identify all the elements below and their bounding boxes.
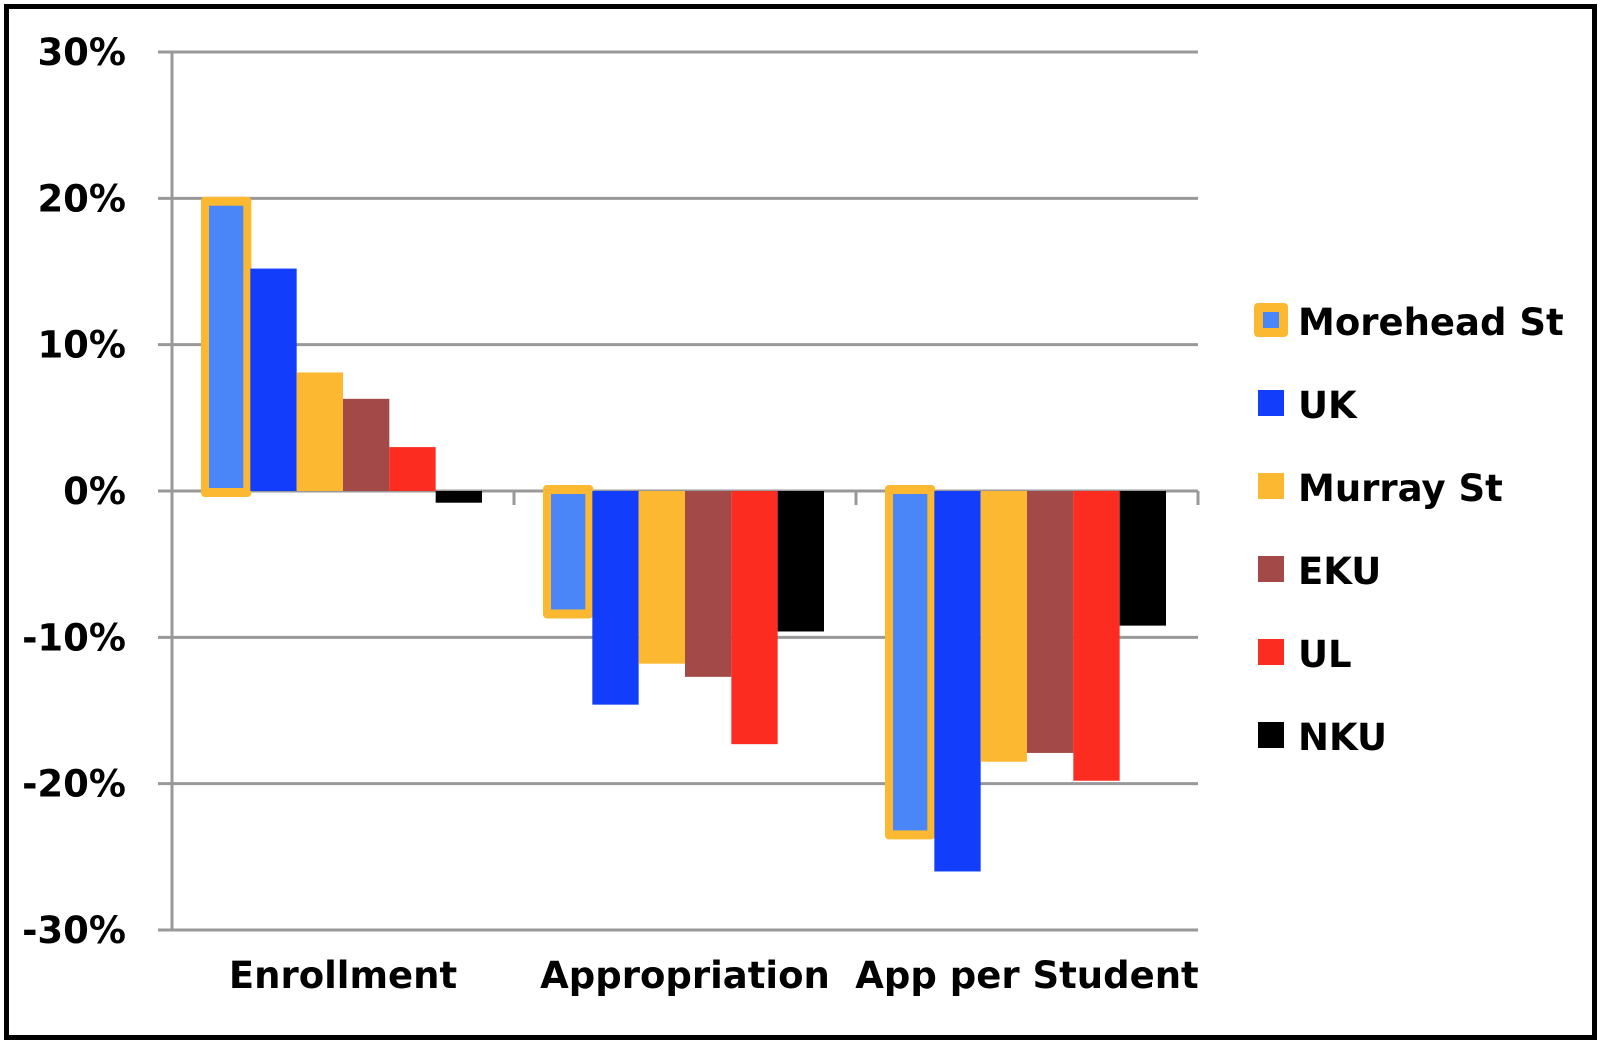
x-axis-categories: Enrollment Appropriation App per Student (229, 954, 1199, 997)
x-category-label: Appropriation (540, 954, 830, 997)
bar (389, 447, 436, 491)
bar (731, 491, 778, 745)
bar (1073, 491, 1120, 781)
y-axis-ticks: 30% 20% 10% 0% -10% -20% -30% (22, 31, 126, 952)
bar (777, 491, 824, 632)
legend-swatch (1263, 312, 1279, 328)
legend-swatch (1258, 639, 1284, 665)
bar (685, 491, 732, 677)
y-tick-label: -20% (22, 763, 126, 806)
legend-label: UL (1298, 633, 1352, 676)
legend-swatch (1258, 473, 1284, 499)
x-category-label: App per Student (855, 954, 1198, 997)
legend-label: NKU (1298, 716, 1387, 759)
x-category-label: Enrollment (229, 954, 457, 997)
bar (343, 398, 390, 491)
legend-swatch (1258, 722, 1284, 748)
bar (250, 268, 297, 491)
bar (980, 491, 1027, 762)
y-tick-label: 20% (37, 177, 126, 220)
bar (592, 491, 639, 705)
bar (296, 372, 343, 491)
bar (551, 494, 586, 610)
legend: Morehead St UK Murray St EKU UL NKU (1254, 301, 1564, 759)
bar (209, 205, 244, 488)
y-tick-label: -10% (22, 616, 126, 659)
bar (435, 491, 482, 503)
bar (934, 491, 981, 872)
bar (1027, 491, 1074, 753)
legend-label: EKU (1298, 550, 1381, 593)
legend-label: Morehead St (1298, 301, 1564, 344)
bar (1119, 491, 1166, 626)
bar (893, 494, 928, 831)
y-tick-label: 30% (37, 31, 126, 74)
legend-label: Murray St (1298, 467, 1503, 510)
legend-label: UK (1298, 384, 1358, 427)
legend-swatch (1258, 556, 1284, 582)
y-tick-label: -30% (22, 909, 126, 952)
bar (638, 491, 685, 664)
legend-swatch (1258, 390, 1284, 416)
y-tick-label: 0% (63, 470, 126, 513)
bars (201, 196, 1166, 872)
y-tick-label: 10% (37, 324, 126, 367)
